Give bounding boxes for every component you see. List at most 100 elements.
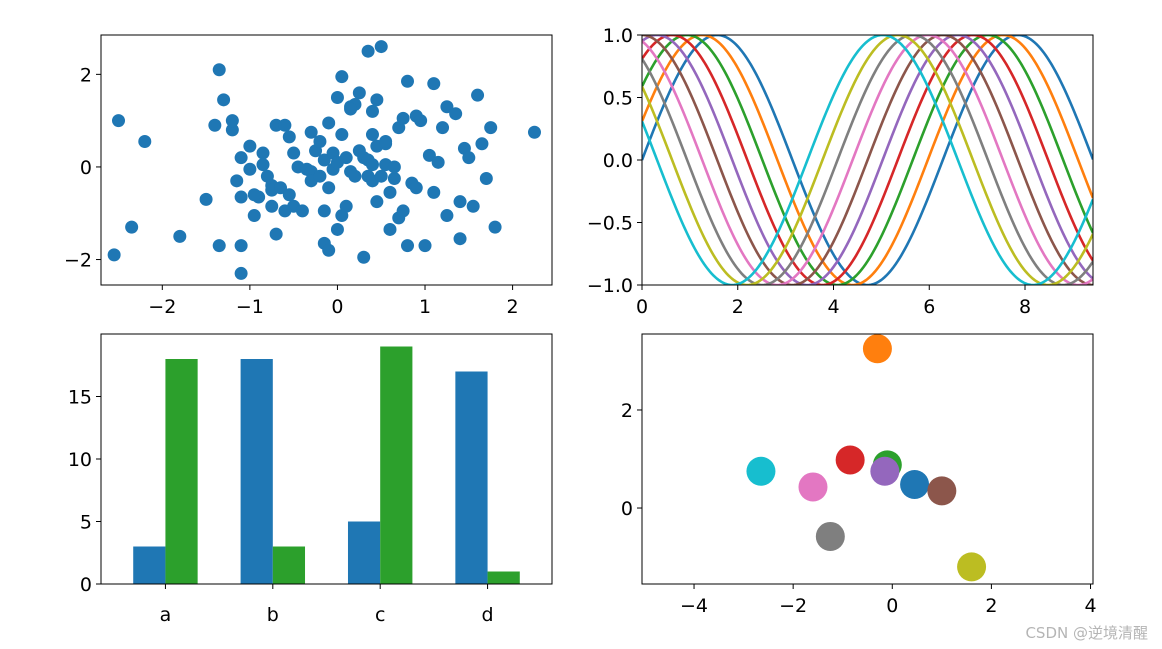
scatter-point <box>440 100 454 114</box>
scatter-point <box>409 181 423 195</box>
scatter-point <box>401 239 415 253</box>
lines-ytick-label: −0.5 <box>587 213 633 235</box>
colored-scatter-xtick-label: 0 <box>886 595 898 617</box>
scatter-point <box>449 107 463 121</box>
lines-xtick-label: 6 <box>923 296 935 318</box>
scatter-point <box>440 209 454 223</box>
scatter-point <box>335 128 349 142</box>
scatter-ytick-label: 2 <box>80 64 92 86</box>
scatter-point <box>471 88 485 102</box>
scatter-point <box>265 199 279 213</box>
colored-scatter-frame <box>641 333 1094 585</box>
sine-line <box>642 35 1093 285</box>
scatter-point <box>304 125 318 139</box>
scatter-point <box>339 151 353 165</box>
scatter-point <box>330 222 344 236</box>
bar <box>240 359 273 584</box>
colored-scatter-axes: 0 2 −4 −2 0 2 4 <box>621 333 1097 617</box>
bar <box>380 346 413 584</box>
scatter-point <box>322 116 336 130</box>
scatter-point <box>138 134 152 148</box>
scatter-point <box>453 195 467 209</box>
colored-scatter-point <box>746 456 776 486</box>
scatter-point <box>365 128 379 142</box>
colored-scatter-point <box>870 456 900 486</box>
bar <box>272 546 306 584</box>
scatter-xtick-label: 2 <box>507 296 519 318</box>
scatter-point <box>431 155 445 169</box>
scatter-point <box>344 102 358 116</box>
sine-line <box>642 35 1093 285</box>
scatter-point <box>212 239 226 253</box>
lines-xtick-label: 2 <box>732 296 744 318</box>
scatter-point <box>365 158 379 172</box>
scatter-point <box>234 239 248 253</box>
lines-xtick-label: 8 <box>1019 296 1031 318</box>
scatter-point <box>225 123 239 137</box>
colored-scatter-point <box>815 521 845 551</box>
bar <box>165 359 198 584</box>
scatter-point <box>462 151 476 165</box>
scatter-xtick-label: −1 <box>236 296 264 318</box>
scatter-point <box>295 204 309 218</box>
scatter-point <box>225 114 239 128</box>
scatter-point <box>212 63 226 77</box>
scatter-point <box>401 74 415 88</box>
colored-scatter-ytick-label: 0 <box>621 498 633 520</box>
colored-scatter-point <box>927 476 957 506</box>
scatter-point <box>414 114 428 128</box>
watermark: CSDN @逆境清醒 <box>1025 624 1148 642</box>
scatter-point <box>247 188 261 202</box>
scatter-point <box>396 111 410 125</box>
scatter-point <box>107 248 121 262</box>
scatter-ytick-label: −2 <box>64 250 92 272</box>
scatter-point <box>243 162 257 176</box>
scatter-point <box>330 91 344 104</box>
sine-line <box>642 35 1093 285</box>
lines-xtick-label: 0 <box>636 296 648 318</box>
scatter-point <box>427 185 441 199</box>
scatter-point <box>387 172 401 186</box>
scatter-point <box>475 137 489 151</box>
scatter-point <box>230 174 244 188</box>
scatter-point <box>422 148 436 162</box>
scatter-point <box>274 181 288 195</box>
scatter-point <box>436 121 450 135</box>
scatter-point <box>352 86 366 100</box>
bar-category-label: b <box>267 604 279 626</box>
lines-xtick-label: 4 <box>827 296 839 318</box>
sine-line <box>642 35 1093 285</box>
scatter-point <box>173 229 187 243</box>
scatter-random-axes: −2 0 2 −2 −1 0 1 2 <box>64 34 553 318</box>
scatter-point <box>256 146 270 160</box>
scatter-point <box>278 118 292 132</box>
bar-category-label: a <box>160 604 172 626</box>
scatter-xtick-label: −2 <box>148 296 176 318</box>
scatter-point <box>484 121 498 135</box>
scatter-point <box>317 204 331 218</box>
scatter-point <box>396 204 410 218</box>
bar-ytick-label: 0 <box>80 574 92 596</box>
bar-category-label: c <box>375 604 385 626</box>
scatter-point <box>387 160 401 174</box>
scatter-point <box>453 232 467 246</box>
bar <box>133 546 166 584</box>
grouped-bar-axes: 0 5 10 15 a b c d <box>68 333 553 626</box>
colored-scatter-ytick-label: 2 <box>621 400 633 422</box>
scatter-point <box>282 130 296 144</box>
lines-ytick-label: 0.0 <box>603 150 633 172</box>
scatter-point <box>365 104 379 118</box>
colored-scatter-point <box>835 445 865 475</box>
scatter-point <box>418 239 432 253</box>
sine-line <box>642 35 1093 285</box>
scatter-point <box>234 190 248 204</box>
bar-ytick-label: 15 <box>68 387 92 409</box>
scatter-point <box>256 158 270 172</box>
scatter-point <box>287 146 301 160</box>
scatter-point <box>370 93 384 107</box>
bar <box>455 371 488 584</box>
scatter-point <box>199 192 213 206</box>
scatter-point <box>479 172 493 186</box>
sine-line <box>642 35 1093 285</box>
